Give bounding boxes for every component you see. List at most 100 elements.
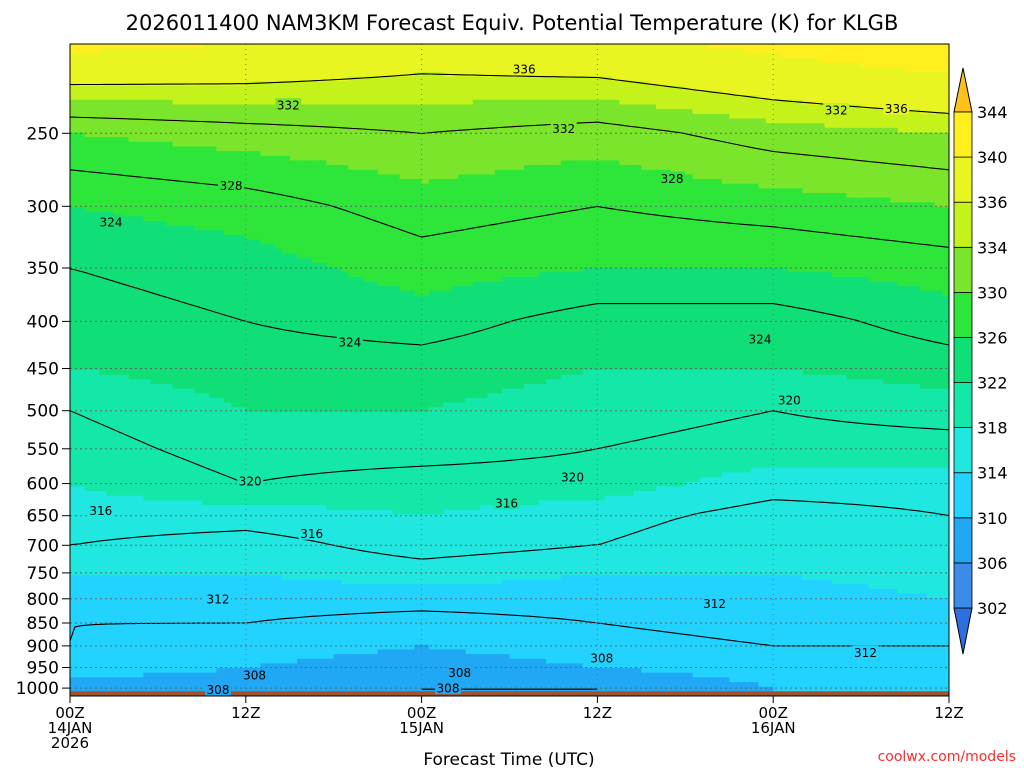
field-cell	[282, 141, 291, 148]
field-cell	[751, 123, 760, 129]
field-cell	[692, 165, 701, 171]
field-cell	[853, 225, 862, 231]
field-cell	[172, 48, 181, 54]
field-cell	[267, 113, 276, 120]
field-cell	[172, 71, 181, 78]
field-cell	[282, 165, 291, 171]
field-cell	[890, 81, 899, 87]
field-cell	[275, 109, 284, 115]
field-cell	[575, 81, 584, 87]
field-cell	[546, 234, 555, 241]
field-cell	[780, 90, 789, 96]
field-cell	[70, 225, 78, 231]
field-cell	[150, 90, 159, 96]
field-cell	[487, 123, 496, 129]
field-cell	[377, 179, 386, 185]
field-cell	[289, 85, 298, 92]
field-cell	[546, 146, 555, 152]
field-cell	[472, 90, 481, 96]
field-cell	[443, 234, 452, 241]
field-cell	[656, 62, 664, 68]
field-cell	[282, 57, 291, 64]
field-cell	[787, 211, 796, 217]
field-cell	[531, 151, 540, 157]
field-cell	[941, 197, 949, 203]
field-cell	[809, 220, 818, 227]
field-cell	[824, 132, 833, 138]
field-cell	[436, 207, 445, 213]
field-cell	[172, 151, 181, 157]
field-cell	[135, 216, 144, 222]
field-cell	[128, 183, 137, 189]
field-cell	[502, 67, 511, 73]
field-cell	[743, 109, 752, 115]
field-cell	[450, 160, 459, 166]
field-cell	[875, 44, 884, 50]
field-cell	[223, 57, 232, 64]
field-cell	[319, 57, 327, 64]
field-cell	[927, 207, 935, 213]
field-cell	[509, 137, 518, 143]
field-cell	[333, 44, 342, 50]
field-cell	[194, 160, 203, 166]
field-cell	[868, 179, 877, 185]
field-cell	[436, 220, 445, 227]
field-cell	[443, 127, 452, 134]
field-cell	[70, 160, 78, 166]
field-cell	[809, 71, 818, 78]
field-cell	[927, 62, 935, 68]
field-cell	[905, 132, 913, 138]
field-cell	[546, 160, 555, 166]
field-cell	[692, 95, 701, 101]
field-cell	[282, 230, 291, 236]
field-cell	[802, 230, 811, 236]
field-cell	[231, 211, 240, 217]
field-cell	[443, 146, 452, 152]
field-cell	[70, 48, 78, 54]
field-cell	[765, 99, 774, 106]
field-cell	[743, 151, 752, 157]
field-cell	[553, 104, 562, 110]
field-cell	[612, 183, 620, 189]
field-cell	[399, 234, 408, 241]
field-cell	[260, 216, 269, 222]
field-cell	[927, 230, 935, 236]
field-cell	[70, 67, 78, 73]
field-cell	[575, 197, 584, 203]
field-cell	[685, 71, 694, 78]
field-cell	[289, 197, 298, 203]
field-cell	[648, 141, 657, 148]
field-cell	[91, 81, 100, 87]
field-cell	[480, 137, 489, 143]
field-cell	[384, 71, 393, 78]
field-cell	[275, 90, 284, 96]
field-cell	[685, 104, 694, 110]
field-cell	[150, 44, 159, 50]
field-cell	[443, 53, 452, 59]
field-cell	[868, 109, 877, 115]
field-cell	[670, 44, 679, 50]
field-cell	[494, 127, 503, 134]
field-cell	[84, 76, 93, 82]
field-cell	[472, 137, 481, 143]
field-cell	[677, 197, 686, 203]
field-cell	[714, 123, 723, 129]
field-cell	[436, 188, 445, 194]
field-cell	[187, 104, 196, 110]
field-cell	[692, 62, 701, 68]
field-cell	[377, 216, 386, 222]
field-cell	[209, 165, 218, 171]
field-cell	[656, 151, 664, 157]
field-cell	[531, 202, 540, 208]
field-cell	[568, 85, 577, 92]
field-cell	[802, 202, 811, 208]
field-cell	[304, 169, 313, 175]
field-cell	[245, 151, 254, 157]
field-cell	[458, 81, 467, 87]
field-cell	[861, 113, 870, 120]
field-cell	[384, 53, 393, 59]
field-cell	[699, 230, 708, 236]
field-cell	[839, 67, 848, 73]
field-cell	[546, 225, 555, 231]
field-cell	[480, 169, 489, 175]
